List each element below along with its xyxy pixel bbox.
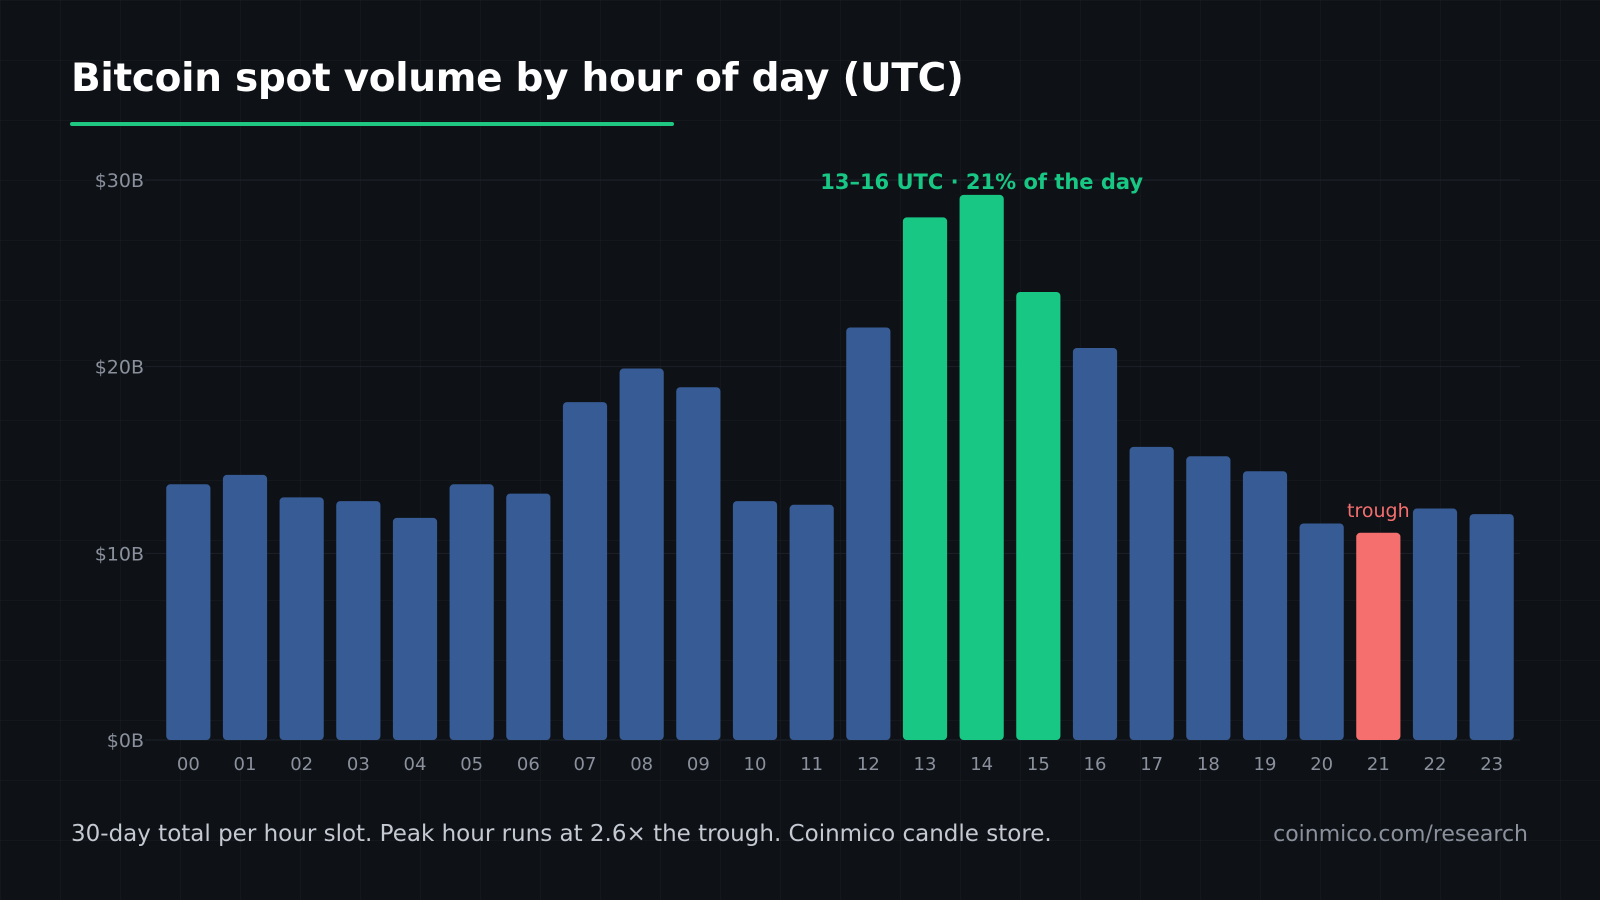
x-tick-label: 04 <box>404 754 427 775</box>
bar-10 <box>732 501 778 740</box>
x-tick-label: 09 <box>687 754 710 775</box>
x-tick-label: 11 <box>800 754 823 775</box>
peak-annotation: 13–16 UTC · 21% of the day <box>820 170 1143 194</box>
x-tick-label: 16 <box>1084 754 1107 775</box>
x-tick-label: 22 <box>1424 754 1447 775</box>
x-tick-label: 00 <box>177 754 200 775</box>
bar-04 <box>392 517 438 740</box>
bar-18 <box>1186 456 1231 740</box>
bar-22 <box>1412 508 1458 740</box>
bar-19 <box>1242 471 1288 740</box>
bar-23 <box>1469 514 1514 740</box>
bar-05 <box>449 484 494 740</box>
x-tick-label: 18 <box>1197 754 1220 775</box>
chart-title: Bitcoin spot volume by hour of day (UTC) <box>71 56 964 101</box>
x-tick-label: 06 <box>517 754 540 775</box>
x-axis-tick-labels: 00 01 02 03 04 05 06 07 08 09 10 11 12 13 14 15 16 17 18 19… <box>177 754 1503 775</box>
bar-16 <box>1072 348 1118 740</box>
footer-note: 30-day total per hour slot. Peak hour ru… <box>71 821 1052 847</box>
bar-11 <box>789 504 834 740</box>
x-tick-label: 17 <box>1140 754 1163 775</box>
x-tick-label: 14 <box>970 754 993 775</box>
bar-13 <box>902 217 948 741</box>
bar-02 <box>279 497 324 740</box>
y-tick-label: $0B <box>107 730 144 752</box>
x-tick-label: 10 <box>744 754 767 775</box>
x-tick-label: 05 <box>460 754 483 775</box>
x-tick-label: 15 <box>1027 754 1050 775</box>
x-tick-label: 03 <box>347 754 370 775</box>
bar-03 <box>336 501 381 740</box>
bar-07 <box>562 402 608 740</box>
bar-00 <box>166 484 211 740</box>
bar-21 <box>1356 532 1401 740</box>
x-tick-label: 02 <box>290 754 313 775</box>
bar-09 <box>676 387 721 740</box>
bar-14 <box>959 194 1004 740</box>
trough-annotation: trough <box>1347 500 1410 522</box>
y-tick-label: $30B <box>95 170 144 192</box>
bar-12 <box>846 327 891 740</box>
x-tick-label: 19 <box>1254 754 1277 775</box>
y-axis-tick-labels: $0B $10B $20B $30B <box>95 170 144 752</box>
x-tick-label: 01 <box>234 754 257 775</box>
x-tick-label: 12 <box>857 754 880 775</box>
x-tick-label: 13 <box>914 754 937 775</box>
y-tick-label: $20B <box>95 357 144 379</box>
x-tick-label: 08 <box>630 754 653 775</box>
title-underline <box>70 122 674 126</box>
bar-17 <box>1129 446 1174 740</box>
x-tick-label: 21 <box>1367 754 1390 775</box>
bar-15 <box>1016 292 1061 740</box>
annotations: 13–16 UTC · 21% of the day trough <box>820 170 1409 522</box>
bar-06 <box>506 493 551 740</box>
bar-08 <box>619 368 664 740</box>
bars <box>166 194 1514 741</box>
x-tick-label: 23 <box>1480 754 1503 775</box>
bar-20 <box>1299 523 1344 740</box>
x-tick-label: 07 <box>574 754 597 775</box>
source-link[interactable]: coinmico.com/research <box>1273 822 1528 847</box>
bar-01 <box>222 474 268 740</box>
y-tick-label: $10B <box>95 543 144 565</box>
x-tick-label: 20 <box>1310 754 1333 775</box>
